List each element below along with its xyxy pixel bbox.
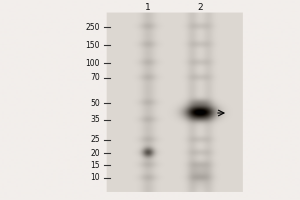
Text: 35: 35 (90, 116, 100, 124)
Text: 70: 70 (90, 73, 100, 82)
Text: 2: 2 (197, 3, 203, 12)
Text: 100: 100 (85, 58, 100, 68)
Text: 150: 150 (85, 40, 100, 49)
Text: 20: 20 (90, 148, 100, 158)
Text: 25: 25 (90, 136, 100, 144)
Text: 15: 15 (90, 160, 100, 170)
Text: 1: 1 (145, 3, 151, 12)
Text: 250: 250 (85, 22, 100, 31)
Text: 10: 10 (90, 173, 100, 182)
Text: 50: 50 (90, 98, 100, 108)
